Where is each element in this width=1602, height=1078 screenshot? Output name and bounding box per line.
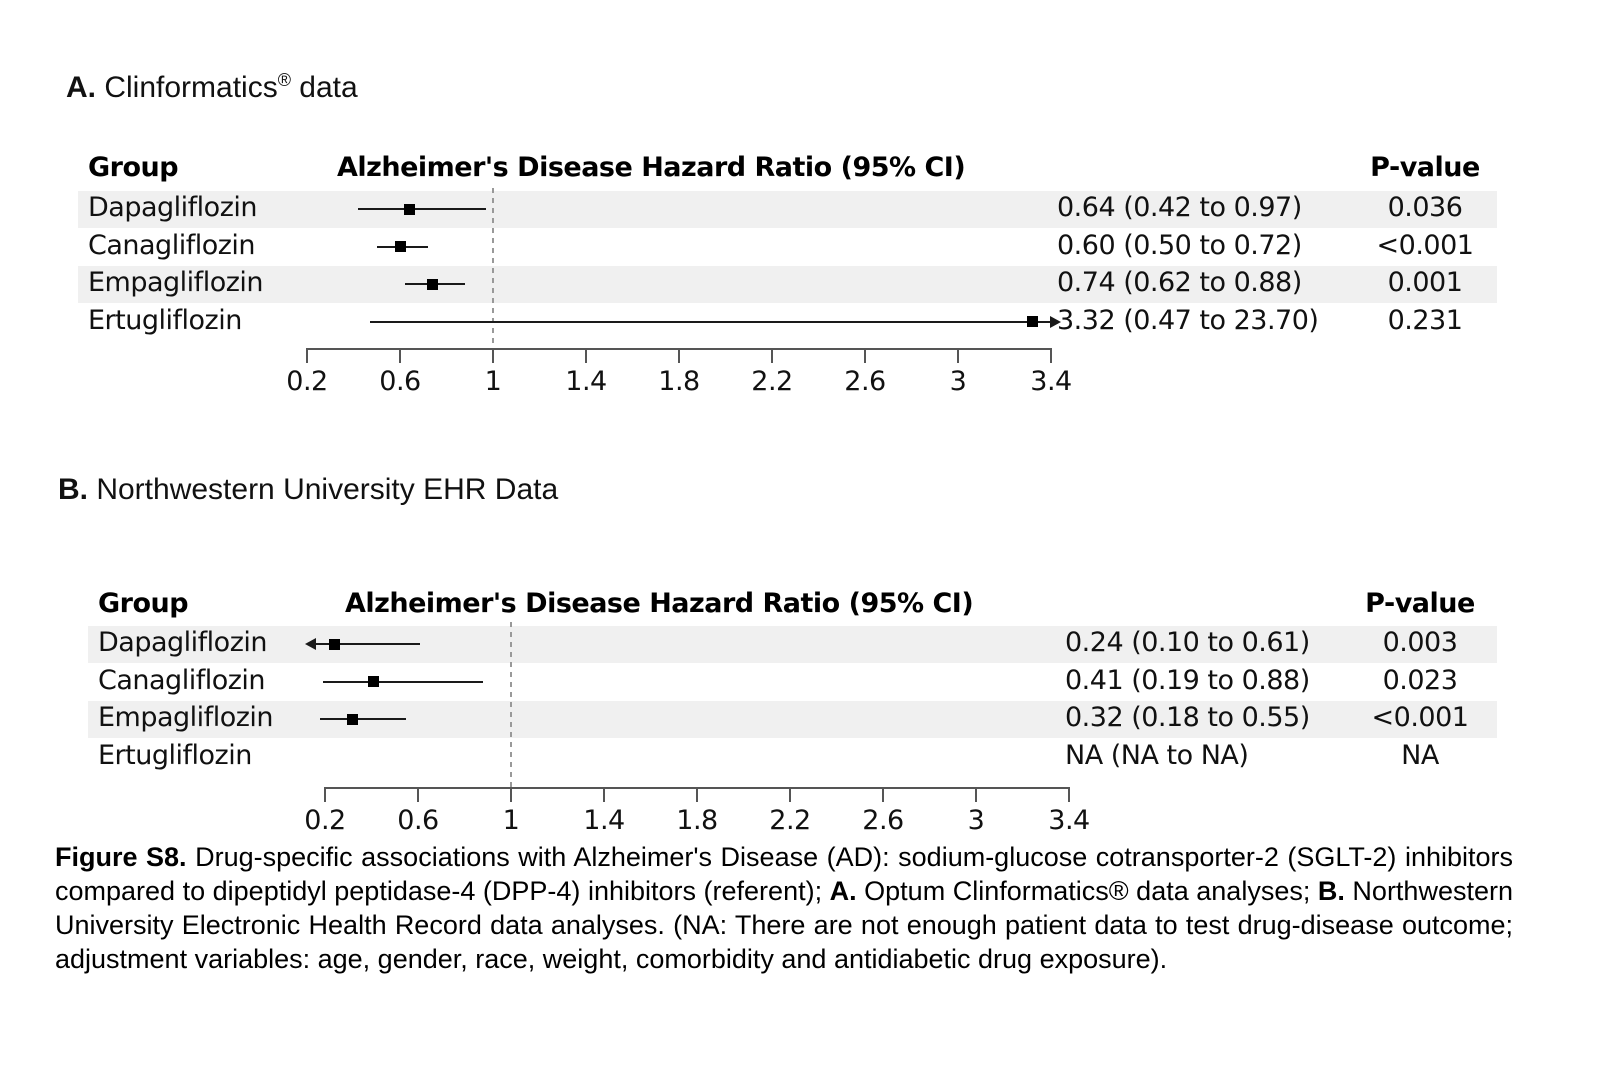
- hr-point-marker: [347, 713, 359, 725]
- row-group-label: Canagliflozin: [88, 229, 256, 261]
- x-axis-tick-label: 2.6: [862, 805, 904, 836]
- x-axis-tick-label: 0.6: [379, 366, 421, 397]
- x-axis-tick-label: 1.8: [658, 366, 700, 397]
- hr-ci-value: 0.32 (0.18 to 0.55): [1065, 702, 1310, 734]
- ci-line: [322, 680, 484, 683]
- x-axis-tick-label: 3.4: [1048, 805, 1090, 836]
- ci-line: [369, 320, 1050, 323]
- p-value: 0.023: [1382, 664, 1458, 696]
- row-group-label: Dapagliflozin: [88, 192, 257, 224]
- hr-point-marker: [427, 278, 439, 290]
- x-axis-tick-label: 1.8: [676, 805, 718, 836]
- ci-line: [320, 718, 407, 721]
- x-axis-tick-label: 0.2: [286, 366, 328, 397]
- row-group-label: Canagliflozin: [98, 664, 266, 696]
- x-axis-tick-label: 2.2: [751, 366, 793, 397]
- hr-ci-value: 0.24 (0.10 to 0.61): [1065, 627, 1310, 659]
- x-axis-tick-label: 0.2: [304, 805, 346, 836]
- registered-mark-icon: ®: [277, 70, 291, 90]
- caption-bold-text: Figure S8.: [55, 842, 187, 872]
- panel-a-pvalue-header: P-value: [1370, 152, 1480, 183]
- row-group-label: Empagliflozin: [88, 267, 264, 299]
- panel-b-group-header: Group: [98, 588, 189, 619]
- p-value: NA: [1401, 739, 1439, 771]
- hr-ci-value: NA (NA to NA): [1065, 739, 1249, 771]
- x-axis-tick-label: 1.4: [583, 805, 625, 836]
- reference-line: [510, 622, 512, 790]
- p-value: 0.231: [1387, 304, 1463, 336]
- x-axis-tick-label: 1: [484, 366, 502, 397]
- p-value: <0.001: [1371, 702, 1469, 734]
- hr-ci-value: 3.32 (0.47 to 23.70): [1057, 304, 1319, 336]
- hr-point-marker: [403, 203, 415, 215]
- x-axis-tick-label: 3.4: [1030, 366, 1072, 397]
- hr-point-marker: [1026, 316, 1038, 328]
- caption-text: Northwestern University Electronic Healt…: [55, 876, 1513, 974]
- hr-point-marker: [394, 241, 406, 253]
- x-axis-tick: [678, 348, 680, 363]
- hr-ci-value: 0.74 (0.62 to 0.88): [1057, 267, 1302, 299]
- x-axis-tick-label: 3: [967, 805, 985, 836]
- figure-caption: Figure S8. Drug-specific associations wi…: [55, 840, 1513, 976]
- p-value: <0.001: [1376, 229, 1474, 261]
- panel-b-label: B.: [58, 473, 88, 506]
- x-axis-tick-label: 0.6: [397, 805, 439, 836]
- hr-point-marker: [328, 638, 340, 650]
- row-group-label: Dapagliflozin: [98, 627, 267, 659]
- row-group-label: Ertugliflozin: [88, 304, 242, 336]
- p-value: 0.003: [1382, 627, 1458, 659]
- x-axis-tick-label: 2.2: [769, 805, 811, 836]
- x-axis-tick: [399, 348, 401, 363]
- x-axis-tick: [864, 348, 866, 363]
- x-axis-tick: [957, 348, 959, 363]
- x-axis-tick: [510, 787, 512, 802]
- ci-arrow-right-icon: [1050, 315, 1061, 328]
- row-group-label: Empagliflozin: [98, 702, 274, 734]
- x-axis-tick: [1068, 787, 1070, 802]
- panel-b-title: B. Northwestern University EHR Data: [58, 473, 559, 506]
- x-axis-tick: [324, 787, 326, 802]
- x-axis-tick: [603, 787, 605, 802]
- panel-b-pvalue-header: P-value: [1365, 588, 1475, 619]
- reference-line: [492, 188, 494, 352]
- caption-text: Optum Clinformatics® data analyses;: [856, 876, 1318, 906]
- x-axis-tick: [696, 787, 698, 802]
- panel-a-label: A.: [66, 71, 96, 104]
- x-axis-tick: [789, 787, 791, 802]
- ci-line: [358, 208, 487, 211]
- row-band: [78, 265, 1497, 303]
- x-axis-tick-label: 2.6: [844, 366, 886, 397]
- x-axis-tick: [417, 787, 419, 802]
- x-axis-tick: [306, 348, 308, 363]
- caption-bold-text: A.: [829, 876, 857, 906]
- row-group-label: Ertugliflozin: [98, 739, 252, 771]
- row-band: [78, 190, 1497, 228]
- panel-b-hr-header: Alzheimer's Disease Hazard Ratio (95% CI…: [345, 588, 974, 619]
- hr-ci-value: 0.41 (0.19 to 0.88): [1065, 664, 1310, 696]
- x-axis-tick: [1050, 348, 1052, 363]
- hr-ci-value: 0.60 (0.50 to 0.72): [1057, 229, 1302, 261]
- x-axis-tick: [585, 348, 587, 363]
- p-value: 0.036: [1387, 192, 1463, 224]
- ci-line: [316, 643, 421, 646]
- x-axis-tick-label: 1: [502, 805, 520, 836]
- x-axis-tick: [882, 787, 884, 802]
- hr-ci-value: 0.64 (0.42 to 0.97): [1057, 192, 1302, 224]
- x-axis-tick-label: 1.4: [565, 366, 607, 397]
- panel-a-title: A. Clinformatics® data: [66, 70, 358, 104]
- caption-bold-text: B.: [1317, 876, 1345, 906]
- hr-point-marker: [368, 676, 380, 688]
- panel-a-hr-header: Alzheimer's Disease Hazard Ratio (95% CI…: [337, 152, 966, 183]
- x-axis-tick: [771, 348, 773, 363]
- x-axis-tick-label: 3: [949, 366, 967, 397]
- caption-text: Drug-specific associations with Alzheime…: [55, 842, 1513, 906]
- ci-arrow-left-icon: [305, 638, 316, 651]
- panel-a-group-header: Group: [88, 152, 179, 183]
- x-axis-tick: [975, 787, 977, 802]
- p-value: 0.001: [1387, 267, 1463, 299]
- x-axis-tick: [492, 348, 494, 363]
